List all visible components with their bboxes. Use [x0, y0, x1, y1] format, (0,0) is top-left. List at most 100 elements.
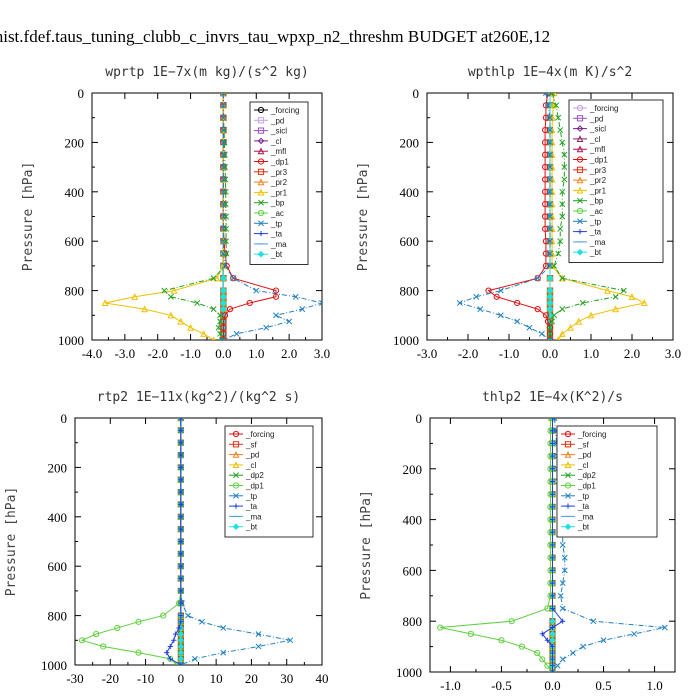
data-point	[541, 225, 549, 232]
y-tick-label: 1000	[41, 658, 67, 673]
data-point	[220, 164, 227, 171]
legend-label: _cl	[589, 135, 600, 144]
data-point	[547, 114, 553, 121]
y-axis-label: Pressure [hPa]	[21, 162, 36, 272]
data-point	[561, 567, 568, 574]
y-tick-label: 0	[416, 411, 423, 426]
data-point	[220, 201, 227, 208]
data-point	[210, 275, 217, 282]
data-point	[178, 619, 184, 625]
data-point	[541, 176, 549, 183]
legend-marker	[232, 430, 240, 438]
data-point	[549, 440, 556, 446]
data-point	[542, 250, 550, 257]
data-point	[210, 306, 217, 313]
data-point	[546, 293, 554, 301]
legend-marker	[576, 207, 584, 215]
data-point	[178, 440, 184, 446]
data-point	[549, 636, 556, 644]
legend-label: _dp1	[577, 482, 596, 491]
legend: _forcing_pd _sicl_cl_mfl _dp1_pr3_pr2_pr1 _…	[568, 99, 664, 263]
data-point	[164, 650, 170, 656]
data-point	[286, 318, 293, 325]
y-tick-label: 200	[400, 135, 420, 150]
data-point	[559, 213, 566, 220]
legend: _forcing_sf _pd_cl_dp2 _dp1_tp_ta_ma _bt	[224, 425, 314, 538]
data-point	[546, 299, 554, 307]
data-point	[220, 151, 227, 158]
data-point	[221, 312, 229, 319]
data-point	[292, 293, 299, 300]
legend-marker	[257, 209, 265, 217]
x-tick-label: -3.0	[417, 346, 438, 361]
legend-label: _forcing	[577, 430, 606, 439]
data-point	[220, 102, 227, 109]
data-point	[177, 636, 185, 644]
data-point	[226, 306, 234, 313]
data-point	[539, 656, 546, 663]
data-point	[579, 299, 586, 306]
data-point	[567, 323, 574, 331]
data-point	[557, 238, 564, 245]
data-point	[549, 580, 556, 586]
data-point	[220, 127, 227, 134]
legend-label: _ma	[589, 238, 606, 247]
series-line	[163, 93, 227, 340]
panel-title: wprtp 1E−7x(m kg)/(s^2 kg)	[105, 65, 309, 80]
data-point	[178, 613, 184, 619]
data-point	[551, 312, 558, 319]
y-tick-label: 400	[400, 185, 420, 200]
data-point	[498, 637, 505, 644]
data-point	[547, 337, 553, 340]
data-point	[178, 551, 184, 557]
series-line	[105, 93, 224, 340]
legend-marker	[576, 248, 584, 256]
data-point	[559, 580, 566, 587]
data-point	[178, 489, 184, 495]
data-point	[549, 624, 556, 631]
data-point	[547, 418, 554, 422]
y-tick-label: 1000	[396, 665, 422, 680]
data-point	[534, 306, 541, 313]
data-point	[554, 662, 561, 669]
series-line	[458, 93, 551, 340]
legend-label: _dp1	[270, 158, 289, 167]
data-point	[547, 139, 553, 146]
data-point	[220, 176, 227, 183]
legend-marker	[257, 106, 265, 114]
legend: _forcing_pd _sicl_cl_mfl _dp1_pr3_pr2_pr1 _…	[249, 101, 309, 265]
legend-label: _forcing	[589, 104, 618, 113]
legend-label: _forcing	[245, 430, 274, 439]
legend-label: _sicl	[589, 125, 606, 134]
data-point	[177, 630, 185, 638]
data-point	[177, 317, 185, 325]
data-point	[222, 188, 229, 195]
data-point	[255, 643, 262, 650]
data-point	[547, 164, 553, 171]
legend-marker	[258, 231, 264, 237]
data-point	[473, 293, 480, 300]
series-dp1	[485, 93, 554, 340]
x-tick-label: 3.0	[314, 346, 330, 361]
x-tick-label: -0.5	[491, 678, 512, 693]
legend-label: _ma	[577, 512, 594, 521]
data-point	[178, 588, 184, 594]
legend-marker	[576, 125, 584, 132]
data-point	[199, 618, 205, 625]
y-tick-label: 600	[65, 234, 85, 249]
legend-label: _sf	[577, 440, 589, 449]
legend-label: _ma	[270, 240, 287, 249]
data-point	[220, 299, 227, 307]
legend-marker	[257, 250, 265, 258]
data-point	[549, 656, 556, 662]
data-point	[437, 624, 444, 631]
data-point	[547, 213, 553, 220]
data-point	[200, 330, 208, 337]
data-point	[172, 631, 179, 637]
legend-label: _mfl	[270, 147, 286, 156]
data-point	[546, 274, 554, 282]
x-tick-label: 0.5	[595, 678, 611, 693]
data-point	[541, 201, 549, 208]
legend-marker	[577, 229, 583, 235]
series-dp1	[78, 418, 184, 665]
